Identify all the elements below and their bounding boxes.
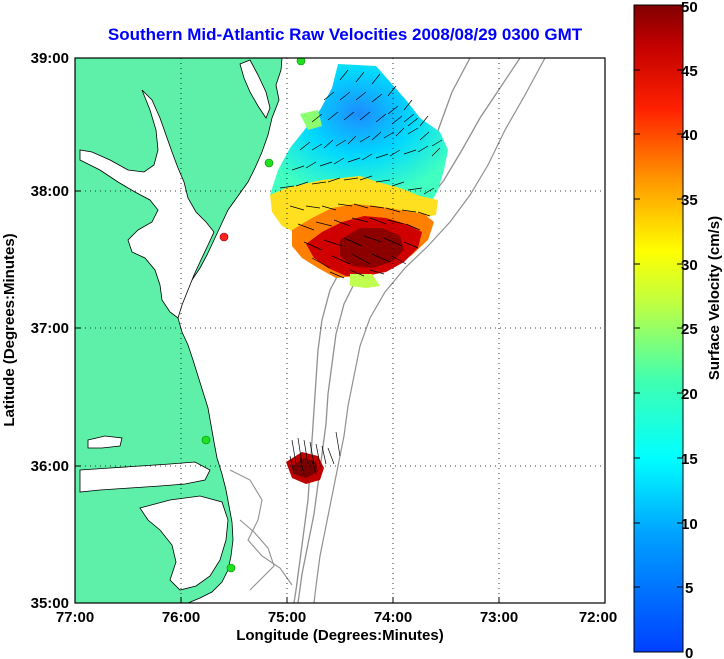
station-marker: [296, 58, 306, 66]
colorbar-tick-label: 25: [681, 321, 698, 338]
chesapeake-bay: [79, 89, 215, 319]
pamlico-sound: [139, 495, 229, 591]
map-title: Southern Mid-Atlantic Raw Velocities 200…: [108, 25, 583, 44]
x-tick-label: 72:00: [579, 609, 617, 626]
velocity-field-north-darkred: [340, 228, 404, 268]
velocity-field-north: [270, 64, 448, 205]
colorbar-tick-label: 30: [681, 257, 698, 274]
delaware-bay: [239, 59, 271, 119]
y-tick-label: 35:00: [31, 595, 69, 612]
colorbar-tick-label: 15: [681, 451, 698, 468]
station-marker: [219, 232, 229, 242]
velocity-field-south-core: [292, 458, 318, 478]
station-marker: [264, 158, 274, 168]
shelf-contour-200m: [297, 58, 521, 603]
plot-frame: [74, 57, 606, 604]
x-axis-label: Longitude (Degrees:Minutes): [236, 627, 444, 644]
colorbar-tick-label: 50: [681, 0, 698, 16]
y-tick-label: 39:00: [31, 50, 69, 67]
shelf-contour-2000m: [313, 58, 546, 603]
x-tick-label: 77:00: [56, 609, 94, 626]
velocity-field-north-fringe: [350, 274, 380, 288]
colorbar-tick-label: 35: [681, 192, 698, 209]
colorbar-tick-label: 20: [681, 386, 698, 403]
lake-mattamuskeet: [87, 435, 123, 449]
colorbar-tick-label: 40: [681, 127, 698, 144]
canyon-contour: [229, 469, 293, 586]
colorbar-tick-label: 45: [681, 63, 698, 80]
station-marker: [226, 563, 236, 573]
station-marker: [201, 435, 211, 445]
y-tick-label: 37:00: [31, 320, 69, 337]
colorbar-tick-label: 5: [685, 580, 693, 597]
current-vectors: [279, 69, 443, 475]
axis-tick-marks: [74, 57, 606, 604]
x-tick-label: 74:00: [374, 609, 412, 626]
colorbar-label: Surface Velocity (cm/s): [706, 216, 723, 380]
x-tick-label: 75:00: [268, 609, 306, 626]
y-tick-label: 38:00: [31, 183, 69, 200]
colorbar-tick-label: 0: [685, 645, 693, 659]
colorbar-ticks: [634, 4, 683, 653]
y-axis-label: Latitude (Degrees:Minutes): [1, 233, 18, 426]
y-tick-label: 36:00: [31, 458, 69, 475]
colorbar: [633, 4, 684, 653]
map-grid: [75, 58, 605, 603]
velocity-field-north-tail: [300, 110, 322, 130]
shoal-contour: [239, 519, 275, 591]
x-tick-label: 76:00: [162, 609, 200, 626]
x-tick-label: 73:00: [480, 609, 518, 626]
colorbar-tick-label: 10: [681, 516, 698, 533]
